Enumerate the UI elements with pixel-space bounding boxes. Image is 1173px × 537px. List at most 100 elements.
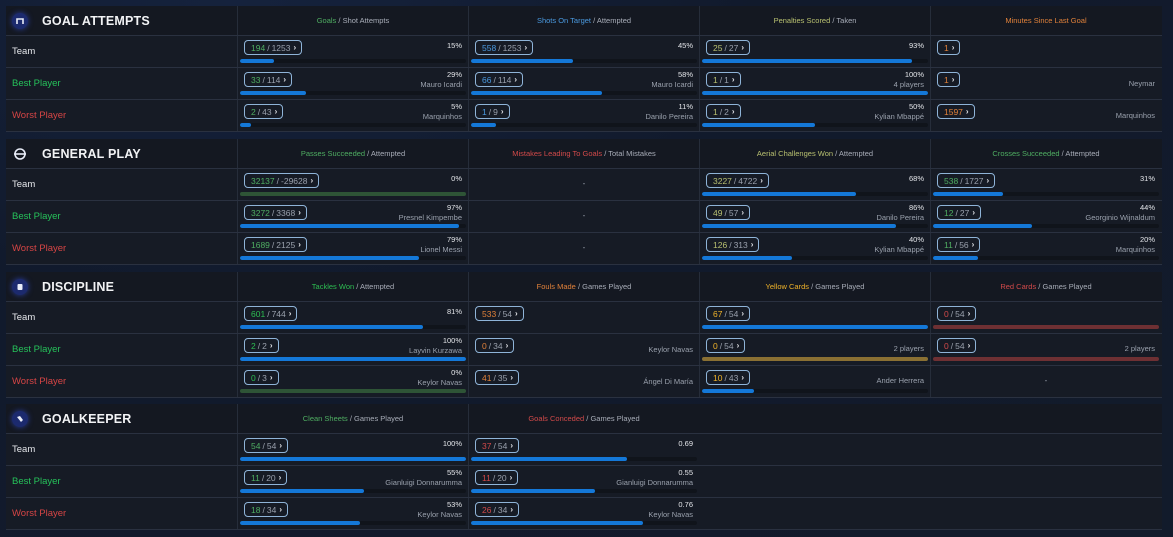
stat-numerator: 37 <box>482 440 492 451</box>
stat-denominator: 1253 <box>502 42 522 53</box>
column-header-denominator: / Games Played <box>809 282 865 291</box>
stat-value-button[interactable]: 1/2 › <box>706 104 741 119</box>
chevron-right-icon: › <box>741 42 744 52</box>
stat-value-button[interactable]: 0/34 › <box>475 338 515 353</box>
section-title: GOAL ATTEMPTS <box>6 6 237 35</box>
stat-cell: 11/20 › 55% Gianluigi Donnarumma <box>237 466 468 497</box>
stat-percentage: 0.55 <box>678 468 693 477</box>
progress-bar <box>933 224 1159 228</box>
stat-numerator: 26 <box>482 504 492 515</box>
stat-value-button[interactable]: 194/1253 › <box>244 40 303 55</box>
stat-percentage: 86% <box>908 203 924 212</box>
stat-numerator: 1689 <box>251 239 270 250</box>
column-header-metric: Tackles Won <box>311 282 355 291</box>
stat-cell: 0/34 › Keylor Navas <box>468 334 699 365</box>
stat-value-button[interactable]: 41/35 › <box>475 370 519 385</box>
stat-denominator: 43 <box>728 372 739 383</box>
stat-value-button[interactable]: 2/2 › <box>244 338 279 353</box>
progress-bar <box>702 224 928 228</box>
separator: / <box>729 239 732 250</box>
stat-value-button[interactable]: 0/54 › <box>706 338 746 353</box>
stat-cell: 601/744 › 81% <box>237 302 468 333</box>
stat-value-button[interactable]: 54/54 › <box>244 438 288 453</box>
progress-bar <box>240 457 466 461</box>
stat-value-button[interactable]: 25/27 › <box>706 40 750 55</box>
stat-value-button[interactable]: 1597 › <box>937 104 975 119</box>
stat-value-button[interactable]: 558/1253 › <box>475 40 534 55</box>
progress-bar <box>471 521 697 525</box>
stat-percentage: 100% <box>442 336 462 345</box>
column-header: Crosses Succeeded / Attempted <box>930 139 1161 168</box>
stat-row-best-player: Best Player 33/114 › 29% Mauro Icardi 66/114 ›… <box>6 68 1162 100</box>
separator: / <box>262 74 265 85</box>
stat-value-button[interactable]: 12/27 › <box>937 205 981 220</box>
separator: / <box>261 472 265 483</box>
stat-cell: 32137/-29628 › 0% <box>237 169 468 200</box>
stat-value-button[interactable]: 0/54 › <box>937 306 977 321</box>
stat-denominator: 35 <box>497 372 508 383</box>
stat-value-button[interactable]: 11/20 › <box>244 470 288 485</box>
progress-bar <box>702 59 928 63</box>
stat-denominator: 3 <box>262 372 267 383</box>
stat-value-button[interactable]: 1 › <box>937 72 961 87</box>
progress-bar <box>240 224 466 228</box>
stat-value-button[interactable]: 10/43 › <box>706 370 750 385</box>
stat-value-button[interactable]: 126/313 › <box>706 237 760 252</box>
stat-numerator: 18 <box>251 504 261 515</box>
stat-cell: 25/27 › 93% <box>699 36 930 67</box>
stat-value-button[interactable]: 533/54 › <box>475 306 524 321</box>
stat-value-button[interactable]: 0/3 › <box>244 370 279 385</box>
player-name: 2 players <box>893 344 924 353</box>
column-header: Shots On Target / Attempted <box>468 6 699 35</box>
stat-value-button[interactable]: 66/114 › <box>475 72 524 87</box>
stat-value-button[interactable]: 67/54 › <box>706 306 750 321</box>
progress-bar <box>702 256 928 260</box>
stat-value-button[interactable]: 1689/2125 › <box>244 237 307 252</box>
row-label: Best Player <box>12 78 61 89</box>
stat-percentage: 45% <box>677 41 693 50</box>
stat-value-button[interactable]: 49/57 › <box>706 205 750 220</box>
empty-cell <box>699 498 930 529</box>
stat-value-button[interactable]: 37/54 › <box>475 438 519 453</box>
stat-value-button[interactable]: 11/56 › <box>937 237 981 252</box>
stat-numerator: 2 <box>251 106 256 117</box>
stat-cell: 37/54 › 0.69 <box>468 434 699 465</box>
stat-value-button[interactable]: 601/744 › <box>244 306 298 321</box>
stat-value-button[interactable]: 3227/4722 › <box>706 173 769 188</box>
progress-bar <box>240 389 466 393</box>
stat-value-button[interactable]: 11/20 › <box>475 470 519 485</box>
column-header-denominator: / Games Played <box>1036 282 1092 291</box>
separator: / <box>954 239 958 250</box>
progress-bar-fill <box>240 325 424 329</box>
stat-value-button[interactable]: 1/1 › <box>706 72 741 87</box>
column-header: Passes Succeeded / Attempted <box>237 139 468 168</box>
stat-cell: 12/27 › 44% Georginio Wijnaldum <box>930 201 1161 232</box>
stat-value-button[interactable]: 0/54 › <box>937 338 977 353</box>
stat-value-button[interactable]: 538/1727 › <box>937 173 996 188</box>
stat-value-button[interactable]: 18/34 › <box>244 502 288 517</box>
progress-bar <box>702 91 928 95</box>
progress-bar <box>933 357 1159 361</box>
column-header: Goals Conceded / Games Played <box>468 404 699 433</box>
progress-bar-fill <box>240 91 306 95</box>
stat-numerator: 533 <box>482 308 497 319</box>
player-name: Layvin Kurzawa <box>409 346 462 355</box>
chevron-right-icon: › <box>951 74 955 84</box>
stat-value-button[interactable]: 32137/-29628 › <box>244 173 320 188</box>
stat-row-team: Team 54/54 › 100% 37/54 › 0.69 <box>6 434 1162 466</box>
stat-value-button[interactable]: 26/34 › <box>475 502 519 517</box>
stat-numerator: 538 <box>944 175 959 186</box>
stat-cell: 0/54 › 2 players <box>930 334 1161 365</box>
stat-numerator: 32137 <box>251 175 275 186</box>
stat-value-button[interactable]: 3272/3368 › <box>244 205 307 220</box>
stat-value-button[interactable]: 1/9 › <box>475 104 510 119</box>
stat-value-button[interactable]: 2/43 › <box>244 104 284 119</box>
stat-numerator: 1 <box>713 106 718 117</box>
progress-bar-fill <box>240 123 252 127</box>
section-title: GENERAL PLAY <box>6 139 237 168</box>
row-label: Team <box>12 312 36 323</box>
stat-percentage: 44% <box>1139 203 1155 212</box>
stat-value-button[interactable]: 33/114 › <box>244 72 293 87</box>
stat-value-button[interactable]: 1 › <box>937 40 961 55</box>
stat-numerator: 11 <box>251 472 260 483</box>
